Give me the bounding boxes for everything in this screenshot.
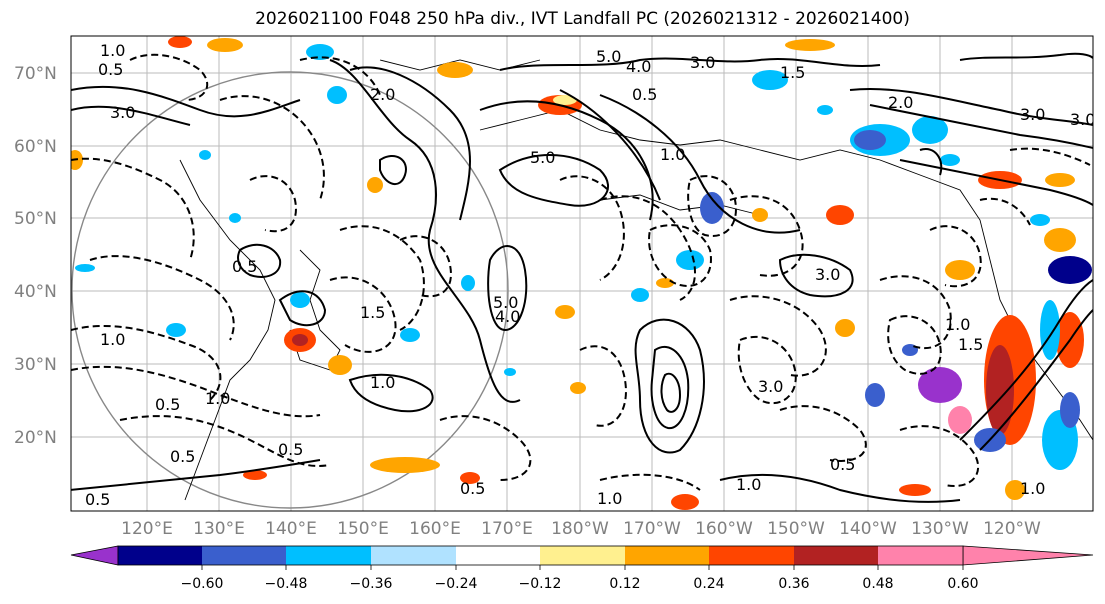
contour-label: 0.5 bbox=[632, 85, 657, 104]
lon-label-160e: 160°E bbox=[409, 519, 461, 539]
map-border bbox=[70, 35, 1094, 512]
colorbar-swatch bbox=[371, 546, 456, 565]
contour-label: 1.0 bbox=[370, 373, 395, 392]
colorbar-tick-label: 0.24 bbox=[693, 576, 724, 592]
colorbar-swatch bbox=[878, 546, 963, 565]
contour-label: 0.5 bbox=[232, 257, 257, 276]
lon-label-120w: 120°W bbox=[983, 519, 1041, 539]
colorbar-swatch bbox=[118, 546, 202, 565]
contour-label: 1.5 bbox=[780, 63, 805, 82]
lon-label-180w: 180°W bbox=[551, 519, 609, 539]
lon-label-130w: 130°W bbox=[911, 519, 969, 539]
colorbar-tick-label: 0.36 bbox=[778, 576, 809, 592]
longitude-labels: 120°E 130°E 140°E 150°E 160°E 170°E 180°… bbox=[121, 519, 1041, 539]
map-title: 2026021100 F048 250 hPa div., IVT Landfa… bbox=[255, 9, 910, 29]
contour-label: 3.0 bbox=[690, 53, 715, 72]
lon-label-160w: 160°W bbox=[695, 519, 753, 539]
colorbar-swatch bbox=[286, 546, 371, 565]
shading-negative bbox=[75, 44, 1092, 470]
lat-label-30n: 30°N bbox=[14, 355, 57, 375]
contour-label: 5.0 bbox=[493, 293, 518, 312]
contour-label: 1.0 bbox=[736, 475, 761, 494]
contour-label: 3.0 bbox=[1020, 105, 1045, 124]
lon-label-170w: 170°W bbox=[623, 519, 681, 539]
colorbar-tick-label: −0.36 bbox=[350, 576, 393, 592]
shading-positive bbox=[71, 36, 1084, 510]
colorbar-tick-label: −0.24 bbox=[435, 576, 478, 592]
contour-label: 4.0 bbox=[495, 307, 520, 326]
contour-label: 1.0 bbox=[205, 389, 230, 408]
contour-label: 0.5 bbox=[170, 447, 195, 466]
contour-label: 5.0 bbox=[530, 148, 555, 167]
colorbar: −0.60 −0.48 −0.36 −0.24 −0.12 0.12 0.24 … bbox=[70, 545, 1094, 592]
contour-label: 0.5 bbox=[85, 490, 110, 509]
contour-label: 1.0 bbox=[100, 41, 125, 60]
contour-label: 0.5 bbox=[460, 479, 485, 498]
colorbar-tick-label: −0.12 bbox=[519, 576, 562, 592]
lon-label-150e: 150°E bbox=[337, 519, 389, 539]
colorbar-swatch bbox=[794, 546, 878, 565]
contour-label: 2.0 bbox=[370, 85, 395, 104]
contour-label: 3.0 bbox=[110, 103, 135, 122]
contour-label: 1.0 bbox=[945, 315, 970, 334]
landfall-circle bbox=[71, 71, 509, 509]
lat-label-20n: 20°N bbox=[14, 428, 57, 448]
map-content: 1.0 0.5 3.0 2.0 5.0 4.0 3.0 1.5 2.0 3.0 … bbox=[71, 36, 1095, 511]
contour-label: 1.0 bbox=[100, 330, 125, 349]
latitude-labels: 70°N 60°N 50°N 40°N 30°N 20°N bbox=[14, 64, 57, 448]
colorbar-swatch bbox=[456, 546, 540, 565]
contour-label: 4.0 bbox=[626, 57, 651, 76]
contour-label: 0.5 bbox=[98, 60, 123, 79]
lon-label-120e: 120°E bbox=[121, 519, 173, 539]
contour-label: 1.0 bbox=[1020, 479, 1045, 498]
contour-label: 3.0 bbox=[758, 377, 783, 396]
contour-label: 3.0 bbox=[815, 265, 840, 284]
colorbar-tick-label: 0.12 bbox=[609, 576, 640, 592]
colorbar-swatch bbox=[709, 546, 794, 565]
contour-label: 0.5 bbox=[830, 455, 855, 474]
lat-label-60n: 60°N bbox=[14, 137, 57, 157]
colorbar-ticks bbox=[201, 565, 964, 570]
colorbar-tick-label: 0.60 bbox=[947, 576, 978, 592]
contour-label: 0.5 bbox=[155, 395, 180, 414]
lon-label-150w: 150°W bbox=[767, 519, 825, 539]
colorbar-swatch bbox=[540, 546, 625, 565]
contour-label: 2.0 bbox=[888, 93, 913, 112]
lat-label-40n: 40°N bbox=[14, 282, 57, 302]
colorbar-extend-high bbox=[962, 545, 1094, 566]
contour-label: 1.5 bbox=[360, 303, 385, 322]
contour-label: 1.5 bbox=[958, 335, 983, 354]
contour-label: 3.0 bbox=[1070, 110, 1095, 129]
contour-label: 1.0 bbox=[660, 145, 685, 164]
lon-label-130e: 130°E bbox=[193, 519, 245, 539]
contour-labels: 1.0 0.5 3.0 2.0 5.0 4.0 3.0 1.5 2.0 3.0 … bbox=[85, 41, 1095, 509]
colorbar-tick-label: −0.48 bbox=[265, 576, 308, 592]
colorbar-swatch bbox=[625, 546, 709, 565]
colorbar-swatch bbox=[202, 546, 286, 565]
lon-label-140w: 140°W bbox=[839, 519, 897, 539]
lon-label-140e: 140°E bbox=[265, 519, 317, 539]
colorbar-outline bbox=[117, 545, 964, 566]
contour-label: 0.5 bbox=[278, 440, 303, 459]
colorbar-tick-label: 0.48 bbox=[862, 576, 893, 592]
contour-label: 1.0 bbox=[597, 489, 622, 508]
contours-solid bbox=[71, 52, 1093, 503]
lat-label-70n: 70°N bbox=[14, 64, 57, 84]
contour-label: 5.0 bbox=[596, 47, 621, 66]
colorbar-extend-low bbox=[70, 545, 119, 566]
lon-label-170e: 170°E bbox=[481, 519, 533, 539]
colorbar-tick-label: −0.60 bbox=[181, 576, 224, 592]
lat-label-50n: 50°N bbox=[14, 209, 57, 229]
gridlines bbox=[71, 36, 1093, 511]
contours-dashed bbox=[71, 53, 1091, 491]
